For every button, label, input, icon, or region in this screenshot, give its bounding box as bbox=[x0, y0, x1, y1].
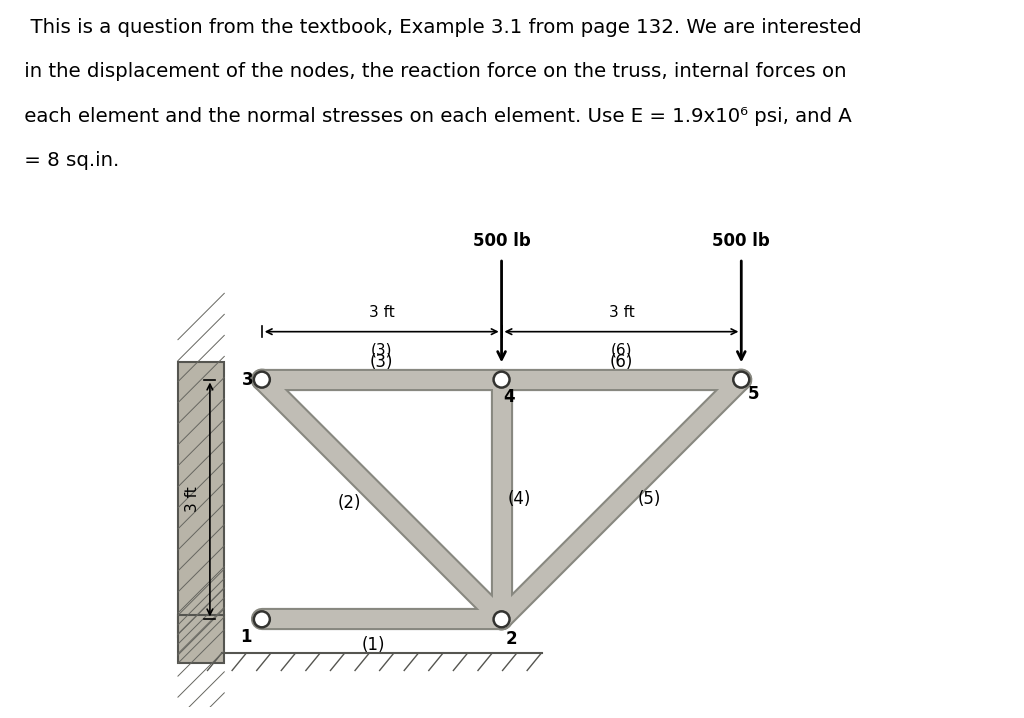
Bar bbox=[178, 615, 224, 663]
Text: 1: 1 bbox=[240, 628, 252, 646]
Circle shape bbox=[494, 372, 510, 388]
Circle shape bbox=[733, 372, 750, 388]
Circle shape bbox=[254, 611, 270, 628]
Text: 2: 2 bbox=[505, 630, 517, 648]
Circle shape bbox=[494, 611, 510, 628]
Text: (3): (3) bbox=[370, 353, 393, 371]
Text: 3 ft: 3 ft bbox=[608, 305, 634, 320]
Text: (1): (1) bbox=[361, 636, 385, 654]
Text: 4: 4 bbox=[504, 388, 515, 406]
Circle shape bbox=[254, 372, 270, 388]
Text: (2): (2) bbox=[338, 495, 361, 513]
Bar bbox=[178, 362, 224, 637]
Text: 3 ft: 3 ft bbox=[184, 487, 200, 513]
Text: 3: 3 bbox=[242, 370, 253, 388]
Text: This is a question from the textbook, Example 3.1 from page 132. We are interest: This is a question from the textbook, Ex… bbox=[18, 18, 862, 37]
Text: 5: 5 bbox=[748, 385, 759, 403]
Text: 3 ft: 3 ft bbox=[369, 305, 394, 320]
Text: (4): (4) bbox=[508, 490, 530, 508]
Text: = 8 sq.in.: = 8 sq.in. bbox=[18, 151, 120, 170]
Text: (3): (3) bbox=[371, 343, 392, 358]
Text: in the displacement of the nodes, the reaction force on the truss, internal forc: in the displacement of the nodes, the re… bbox=[18, 62, 847, 81]
Text: 500 lb: 500 lb bbox=[713, 232, 770, 250]
Text: (6): (6) bbox=[609, 353, 633, 371]
Text: (5): (5) bbox=[638, 490, 662, 508]
Text: (6): (6) bbox=[610, 343, 632, 358]
Text: each element and the normal stresses on each element. Use E = 1.9x10⁶ psi, and A: each element and the normal stresses on … bbox=[18, 107, 852, 126]
Text: 500 lb: 500 lb bbox=[473, 232, 530, 250]
